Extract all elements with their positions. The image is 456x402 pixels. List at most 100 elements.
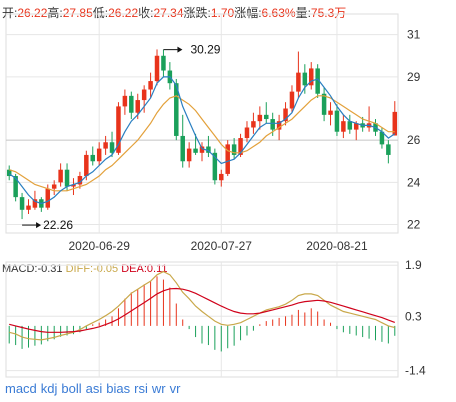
candle-body: [231, 144, 237, 155]
candle-body: [199, 146, 205, 153]
indicator-tab-boll[interactable]: boll: [61, 381, 82, 396]
candle-body: [264, 114, 269, 120]
candle-body: [353, 123, 359, 130]
candle-body: [321, 93, 327, 115]
macd-plot-frame: [5, 261, 399, 378]
info-value: 1.70: [211, 6, 235, 20]
candle-body: [328, 110, 333, 115]
annotation-label: 30.29: [190, 43, 220, 57]
indicator-tab-vr[interactable]: vr: [169, 381, 181, 396]
info-label: 低:: [93, 6, 108, 20]
macd-y-tick-label: -1.4: [405, 364, 426, 378]
candle-body: [341, 121, 346, 132]
candle-body: [58, 169, 63, 183]
x-tick-label: 2020-07-27: [191, 239, 253, 253]
candle-body: [186, 148, 192, 162]
ma-slow-line: [9, 95, 395, 192]
candle-body: [379, 131, 385, 145]
macd-value: -0.05: [93, 263, 121, 275]
candle-body: [308, 68, 314, 86]
candle-body: [161, 55, 166, 71]
annotation-arrow-head: [177, 46, 183, 53]
x-tick-label: 2020-08-21: [306, 239, 368, 253]
candle-body: [154, 55, 160, 82]
candle-body: [13, 176, 18, 198]
macd-panel: 1.9 0.3 -1.4: [5, 258, 426, 378]
candle-body: [45, 188, 51, 208]
candle-body: [96, 148, 102, 162]
x-tick-label: 2020-06-29: [68, 239, 130, 253]
indicator-tab-bias[interactable]: bias: [106, 381, 131, 396]
candle-body: [225, 144, 230, 174]
price-y-tick-label: 22: [407, 218, 421, 232]
price-y-tick-label: 29: [407, 70, 421, 84]
indicator-tab-wr[interactable]: wr: [151, 381, 166, 396]
annotation-arrow-head: [36, 222, 42, 229]
candle-body: [141, 89, 147, 101]
candle-body: [251, 121, 256, 128]
info-label: 开:: [2, 6, 17, 20]
indicator-tab-rsi[interactable]: rsi: [134, 381, 148, 396]
macd-y-tick-label: 1.9: [405, 258, 422, 272]
candlestick-panel: 22 24 26 29 31 2020-06-29 2020-07-27 2020-08-21…: [5, 13, 421, 253]
candle-body: [64, 169, 70, 187]
candle-body: [283, 108, 288, 122]
candle-body: [206, 146, 211, 153]
diff-line: [9, 270, 395, 341]
info-label: 涨幅:: [234, 5, 261, 20]
info-value: 27.85: [63, 6, 93, 20]
ma-fast-line: [8, 76, 396, 205]
candle-body: [71, 184, 76, 187]
info-value: 75.3万: [311, 6, 346, 20]
price-info-bar: 开:26.22高:27.85低:26.22收:27.34涨跌:1.70涨幅:6.…: [2, 5, 346, 20]
candle-body: [32, 199, 38, 208]
candle-body: [180, 135, 185, 162]
candle-body: [19, 197, 25, 210]
candle-body: [84, 154, 89, 177]
candle-body: [386, 144, 391, 155]
candle-body: [26, 205, 31, 210]
macd-y-tick-label: 0.3: [405, 309, 422, 323]
candle-body: [289, 91, 295, 109]
annotation-label: 22.26: [43, 218, 73, 232]
info-label: 量:: [296, 6, 311, 20]
macd-label: MACD:: [2, 263, 37, 275]
candle-body: [90, 154, 96, 162]
candle-body: [257, 114, 263, 122]
info-label: 高:: [47, 5, 62, 20]
info-value: 26.22: [108, 6, 138, 20]
info-value: 27.34: [153, 6, 183, 20]
candle-body: [129, 95, 134, 113]
info-label: 涨跌:: [184, 5, 211, 20]
candle-body: [270, 119, 275, 130]
candle-body: [135, 100, 140, 113]
candle-body: [122, 95, 128, 107]
candle-body: [302, 72, 308, 86]
candle-body: [51, 184, 57, 189]
candle-body: [109, 142, 115, 153]
info-label: 收:: [138, 6, 153, 20]
candle-body: [334, 110, 340, 132]
candle-body: [244, 127, 250, 139]
macd-label: DIFF:: [66, 263, 94, 275]
price-plot-frame: [5, 13, 399, 234]
indicator-tab-asi[interactable]: asi: [85, 381, 103, 396]
indicator-tab-kdj[interactable]: kdj: [40, 381, 58, 396]
candle-body: [193, 148, 198, 153]
price-y-tick-label: 31: [407, 28, 421, 42]
candle-body: [276, 121, 282, 130]
candle-body: [116, 106, 121, 153]
macd-label: DEA:: [121, 263, 147, 275]
candle-body: [347, 121, 353, 130]
candle-body: [296, 72, 301, 92]
macd-value: -0.31: [37, 263, 65, 275]
candle-body: [315, 68, 320, 94]
indicator-tab-macd[interactable]: macd: [5, 381, 37, 396]
price-y-tick-label: 24: [407, 175, 421, 189]
info-value: 26.22: [17, 6, 47, 20]
candle-body: [212, 152, 218, 181]
candle-body: [6, 169, 12, 177]
dea-line: [9, 287, 396, 333]
candle-body: [148, 81, 153, 90]
